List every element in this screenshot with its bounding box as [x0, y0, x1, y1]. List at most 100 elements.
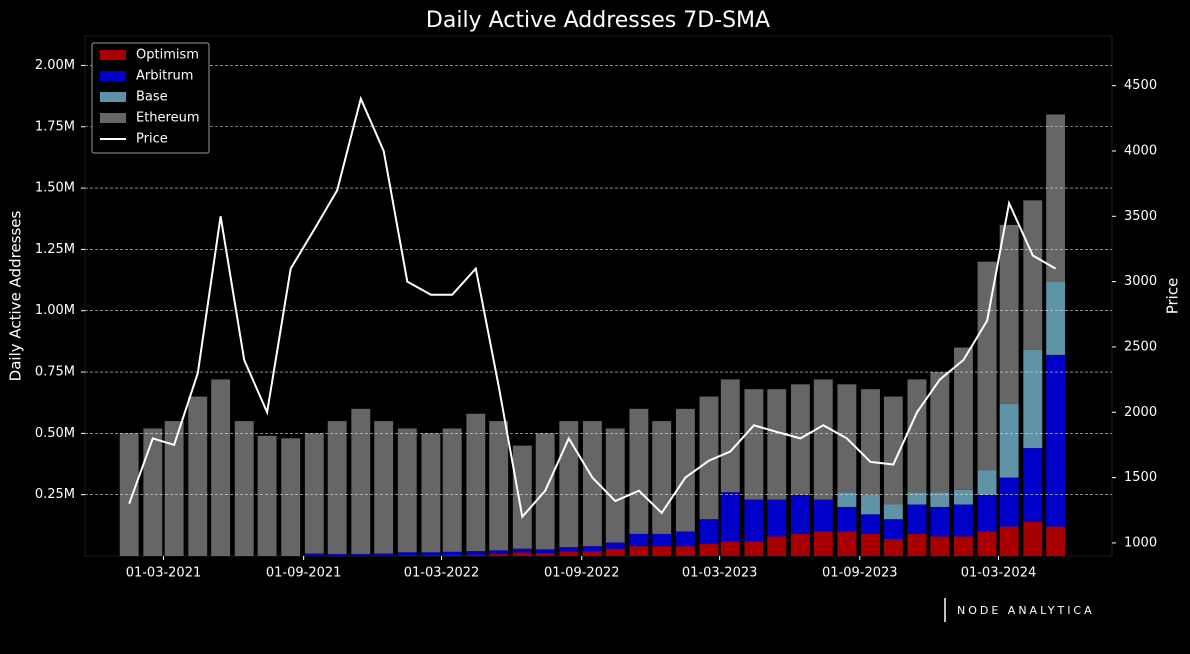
bar [164, 421, 184, 556]
bar [466, 551, 486, 555]
legend-swatch [100, 71, 126, 81]
watermark: NODE ANALYTICA [957, 604, 1095, 617]
bar [351, 554, 371, 556]
y-axis-label: Daily Active Addresses [7, 210, 25, 381]
bar [512, 548, 532, 553]
bar [421, 555, 441, 556]
bar [188, 396, 208, 556]
bar [837, 506, 857, 532]
bar [999, 224, 1019, 404]
bar [442, 428, 462, 552]
x-tick-label: 01-03-2024 [961, 566, 1037, 581]
bar [535, 549, 555, 554]
bar [1046, 281, 1066, 355]
bar [257, 435, 277, 556]
x-tick-label: 01-03-2021 [126, 566, 202, 581]
bar [977, 261, 997, 471]
bar [489, 421, 509, 551]
bar [466, 413, 486, 552]
y-tick-label: 0.25M [35, 487, 75, 502]
bar [790, 533, 810, 556]
bar [953, 347, 973, 490]
chart-title: Daily Active Addresses 7D-SMA [426, 8, 770, 33]
bar [813, 531, 833, 556]
bar [234, 421, 254, 556]
legend-label: Price [136, 132, 168, 147]
bar [1046, 354, 1066, 527]
y2-tick-label: 2500 [1124, 339, 1157, 354]
y-tick-label: 1.00M [35, 303, 75, 318]
bar [953, 536, 973, 556]
bar [143, 428, 163, 556]
bar [999, 403, 1019, 478]
bar [861, 533, 880, 556]
bar [535, 553, 555, 556]
bar [999, 477, 1019, 527]
bar [744, 499, 764, 542]
bar [652, 546, 672, 556]
y2-tick-label: 1500 [1124, 470, 1157, 485]
bar [883, 396, 903, 505]
bar [629, 408, 649, 534]
bar [211, 379, 231, 556]
bar [489, 550, 509, 555]
bar [930, 372, 950, 493]
y-tick-label: 0.50M [35, 426, 75, 441]
bar [861, 494, 880, 515]
y-tick-label: 0.75M [35, 365, 75, 380]
bar [466, 554, 486, 556]
bar [374, 421, 394, 554]
bar [1023, 200, 1043, 350]
bar [374, 553, 394, 556]
bar [883, 538, 903, 556]
bar [767, 536, 787, 556]
bar [489, 554, 509, 556]
legend-box [91, 42, 210, 154]
legend-label: Arbitrum [136, 69, 193, 84]
legend-swatch [100, 92, 126, 102]
bar [559, 421, 579, 548]
bar [1023, 521, 1043, 556]
x-tick-label: 01-09-2022 [544, 566, 620, 581]
bar [304, 433, 324, 554]
bar [512, 552, 532, 556]
bar [1046, 526, 1066, 556]
bar [699, 519, 719, 544]
legend-label: Base [136, 90, 168, 105]
bar [442, 551, 462, 556]
y2-tick-label: 3500 [1124, 209, 1157, 224]
bar [744, 389, 764, 500]
bar [861, 514, 880, 534]
bar [675, 408, 695, 532]
x-tick-label: 01-09-2023 [822, 566, 898, 581]
y-tick-label: 1.75M [35, 119, 75, 134]
bar [421, 433, 441, 553]
bar [582, 421, 602, 547]
bar [512, 445, 532, 549]
bar [720, 492, 740, 542]
bar [699, 396, 719, 520]
y-tick-label: 1.25M [35, 242, 75, 257]
x-tick-label: 01-03-2022 [404, 566, 480, 581]
bar [837, 531, 857, 556]
bar [559, 547, 579, 552]
bar [930, 536, 950, 556]
bar [930, 506, 950, 537]
bar [790, 384, 810, 495]
bar [977, 470, 997, 495]
bar [327, 554, 347, 556]
bar [907, 379, 927, 493]
bar [652, 421, 672, 534]
legend-swatch [100, 113, 126, 123]
bar [720, 541, 740, 556]
bar [999, 526, 1019, 556]
x-tick-label: 01-09-2021 [266, 566, 342, 581]
y2-tick-label: 4000 [1124, 143, 1157, 158]
bar [629, 533, 649, 547]
y-tick-label: 1.50M [35, 181, 75, 196]
bar [790, 494, 810, 534]
bar [883, 519, 903, 539]
bar [953, 504, 973, 537]
bar [629, 546, 649, 556]
bar [767, 499, 787, 537]
